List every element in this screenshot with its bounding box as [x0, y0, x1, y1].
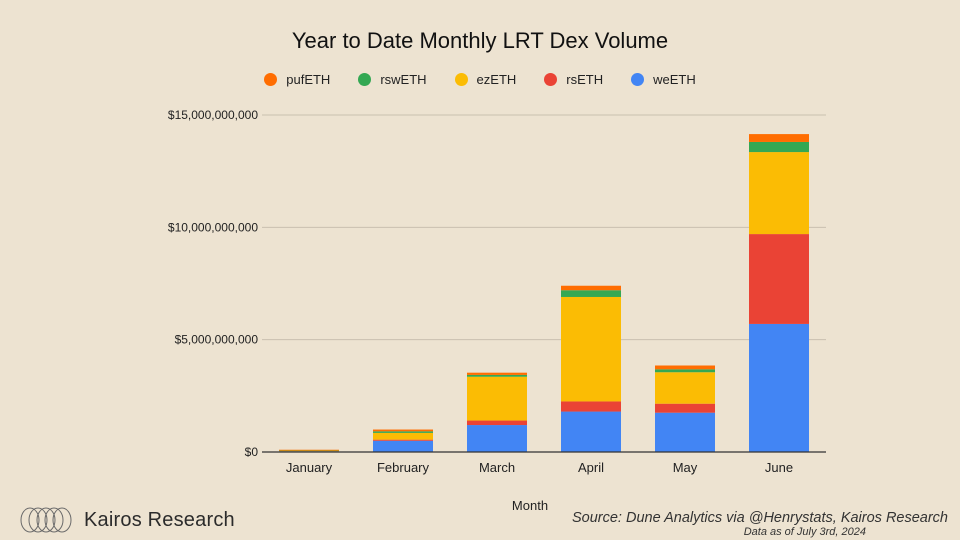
source-note: Source: Dune Analytics via @Henrystats, …	[571, 510, 948, 526]
bar-pufeth-january	[279, 449, 339, 451]
bar-rseth-april	[561, 401, 621, 412]
bar-pufeth-february	[373, 429, 433, 432]
x-tick-label: May	[673, 460, 698, 475]
legend-label: rswETH	[380, 72, 427, 87]
legend-swatch	[454, 73, 468, 86]
y-tick-label: $10,000,000,000	[168, 220, 258, 234]
y-tick-label: $0	[245, 445, 259, 459]
bar-weeth-june	[749, 323, 809, 452]
legend: pufETH rswETH ezETH rsETH weETH	[0, 72, 960, 87]
bar-ezeth-april	[561, 296, 621, 402]
bar-weeth-february	[373, 440, 433, 452]
bar-pufeth-april	[561, 285, 621, 291]
bar-pufeth-march	[467, 372, 527, 375]
bar-weeth-april	[561, 411, 621, 452]
bar-weeth-may	[655, 412, 715, 452]
x-tick-label: April	[578, 460, 604, 475]
y-tick-label: $15,000,000,000	[168, 108, 258, 122]
bar-ezeth-january	[279, 450, 339, 452]
bar-rsweth-april	[561, 290, 621, 297]
data-date-note: Data as of July 3rd, 2024	[743, 526, 866, 538]
bar-rsweth-february	[373, 431, 433, 433]
legend-swatch	[631, 73, 645, 86]
legend-item-rseth: rsETH	[544, 72, 603, 87]
y-tick-label: $5,000,000,000	[175, 333, 259, 347]
legend-swatch	[358, 73, 372, 86]
legend-item-rsweth: rswETH	[358, 72, 427, 87]
bar-rseth-february	[373, 439, 433, 441]
legend-label: pufETH	[286, 72, 331, 87]
bar-rsweth-june	[749, 141, 809, 153]
bar-pufeth-june	[749, 134, 809, 142]
bar-ezeth-may	[655, 372, 715, 404]
x-tick-label: March	[479, 460, 515, 475]
legend-item-pufeth: pufETH	[264, 72, 330, 87]
legend-swatch	[264, 73, 278, 86]
bar-ezeth-february	[373, 432, 433, 440]
chart-title: Year to Date Monthly LRT Dex Volume	[291, 28, 669, 53]
x-axis-title: Month	[511, 498, 549, 513]
brand-logo: Kairos Research	[18, 506, 235, 534]
bar-rseth-march	[467, 420, 527, 426]
x-tick-label: February	[377, 460, 430, 475]
legend-item-ezeth: ezETH	[454, 72, 517, 87]
bar-rsweth-march	[467, 374, 527, 377]
brand-name: Kairos Research	[84, 508, 235, 531]
bar-ezeth-june	[749, 152, 809, 235]
bar-rsweth-may	[655, 369, 715, 373]
kairos-logo-icon	[20, 507, 72, 533]
bar-ezeth-march	[467, 376, 527, 421]
legend-label: weETH	[653, 72, 696, 87]
legend-item-weeth: weETH	[631, 72, 696, 87]
bar-rseth-may	[655, 403, 715, 413]
bar-pufeth-may	[655, 365, 715, 370]
x-tick-label: June	[765, 460, 793, 475]
legend-label: rsETH	[566, 72, 604, 87]
bar-weeth-march	[467, 425, 527, 452]
legend-swatch	[544, 73, 558, 86]
x-tick-label: January	[286, 460, 333, 475]
legend-label: ezETH	[476, 72, 517, 87]
bar-rseth-june	[749, 234, 809, 324]
